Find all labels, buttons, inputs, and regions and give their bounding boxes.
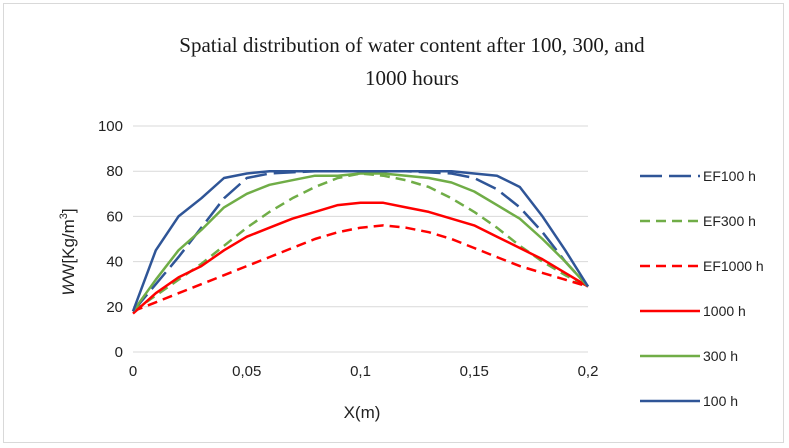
series-line-0 (132, 169, 589, 313)
y-tick-label: 20 (106, 299, 123, 316)
y-axis-label-close: ] (59, 208, 78, 213)
series-line-1 (132, 172, 589, 313)
legend-label-3: 1000 h (703, 303, 746, 319)
x-tick-label: 0,15 (460, 363, 489, 380)
legend-label-4: 300 h (703, 348, 738, 364)
x-tick-label: 0,1 (350, 363, 371, 380)
chart-frame (3, 3, 784, 443)
series-line-2 (132, 224, 589, 313)
y-axis-label: WW[Kg/m3] (58, 208, 78, 295)
series-line-4 (131, 172, 589, 313)
gridlines (133, 125, 588, 353)
y-axis-label-sup: 3 (58, 213, 70, 219)
y-tick-label: 60 (106, 208, 123, 225)
y-axis-label-text: WW[Kg/m3] (58, 208, 78, 295)
x-tick-label: 0,2 (578, 363, 599, 380)
y-tick-label: 80 (106, 163, 123, 180)
chart-title-line1: Spatial distribution of water content af… (179, 33, 645, 57)
legend-label-2: EF1000 h (703, 258, 764, 274)
y-tick-label: 0 (115, 344, 123, 361)
chart-title-line2: 1000 hours (365, 66, 459, 90)
legend-label-1: EF300 h (703, 213, 756, 229)
y-axis-label-unit: W[Kg/m (59, 219, 78, 279)
y-axis-label-W: W (59, 278, 78, 296)
y-tick-labels: 0 20 40 60 80 100 (98, 118, 123, 361)
y-tick-label: 40 (106, 254, 123, 271)
x-axis-label: X(m) (344, 403, 381, 422)
legend-label-5: 100 h (703, 393, 738, 409)
x-tick-label: 0 (129, 363, 137, 380)
series-line-5 (131, 169, 590, 312)
x-tick-labels: 0 0,05 0,1 0,15 0,2 (129, 363, 599, 380)
series-line-3 (132, 201, 589, 315)
legend-label-0: EF100 h (703, 168, 756, 184)
legend: EF100 h EF300 h EF1000 h 1000 h 300 h 100 h (640, 168, 764, 409)
x-tick-label: 0,05 (232, 363, 261, 380)
series-lines (131, 169, 590, 315)
y-tick-label: 100 (98, 118, 123, 135)
